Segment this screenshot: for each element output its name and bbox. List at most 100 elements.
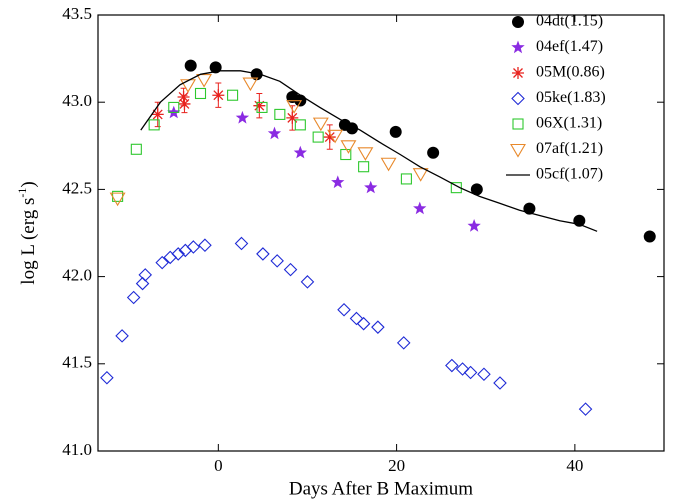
point: [186, 240, 201, 254]
point: [163, 250, 177, 265]
point: [180, 79, 196, 93]
point: [400, 173, 412, 185]
point: [445, 358, 459, 373]
point: [151, 108, 164, 121]
point: [364, 180, 378, 194]
point: [274, 108, 286, 120]
point: [389, 125, 402, 138]
point: [115, 329, 129, 343]
x-axis-label: Days After B Maximum: [289, 478, 473, 499]
point: [253, 99, 266, 112]
legend-marker: [510, 143, 526, 158]
point: [463, 365, 478, 380]
legend-marker: [511, 40, 525, 54]
x-tick-label: 20: [388, 456, 405, 475]
point: [234, 236, 249, 251]
point: [286, 100, 303, 114]
point: [283, 262, 298, 277]
point: [242, 77, 259, 92]
legend-marker: [511, 91, 525, 106]
point: [412, 168, 429, 182]
x-tick-label: 0: [214, 456, 223, 475]
point: [256, 247, 270, 261]
point: [198, 238, 212, 252]
point: [413, 201, 427, 215]
point: [171, 247, 185, 261]
legend-label: 04ef(1.47): [536, 38, 603, 55]
point: [349, 311, 364, 326]
y-tick-label: 41.5: [62, 353, 92, 372]
legend-marker: [512, 67, 524, 79]
point: [312, 131, 324, 143]
x-tick-label: 40: [566, 456, 583, 475]
point: [337, 302, 351, 317]
y-axis-label: log L (erg s-1): [15, 181, 40, 284]
legend-label: 05ke(1.83): [536, 89, 606, 106]
point: [184, 59, 197, 72]
point: [177, 90, 190, 103]
point: [209, 61, 222, 74]
point: [493, 376, 507, 390]
legend-label: 05M(0.86): [536, 64, 605, 81]
legend-label: 05cf(1.07): [536, 166, 603, 183]
point: [470, 183, 483, 196]
point: [477, 367, 491, 382]
y-tick-label: 43.5: [62, 4, 92, 23]
point: [126, 290, 141, 305]
point: [109, 192, 126, 207]
y-tick-label: 41.0: [62, 440, 92, 459]
point: [267, 126, 282, 140]
point: [294, 119, 306, 131]
point: [168, 101, 180, 113]
point: [380, 157, 397, 172]
point: [130, 143, 142, 155]
point: [138, 268, 153, 282]
point: [427, 146, 440, 159]
point: [643, 230, 656, 243]
point: [340, 148, 352, 161]
point: [286, 111, 299, 124]
point: [455, 362, 470, 376]
point: [148, 119, 160, 131]
point: [212, 89, 225, 102]
point: [312, 117, 329, 132]
point: [155, 255, 169, 270]
point: [358, 161, 370, 173]
point: [578, 402, 593, 416]
point: [340, 140, 357, 154]
point: [270, 254, 284, 268]
legend-marker: [512, 118, 524, 130]
legend-label: 06X(1.31): [536, 115, 602, 132]
point: [135, 276, 150, 291]
point: [194, 87, 207, 100]
y-label-sup: -1: [15, 188, 29, 198]
point: [396, 336, 411, 350]
point: [293, 145, 307, 159]
fit-line: [140, 70, 598, 232]
point: [357, 147, 374, 161]
legend-marker: [512, 16, 524, 28]
y-tick-label: 42.0: [62, 266, 92, 285]
point: [346, 122, 359, 135]
point: [256, 101, 268, 113]
point: [300, 275, 315, 289]
point: [331, 175, 345, 189]
point: [327, 129, 344, 144]
y-label-end: ): [18, 181, 39, 187]
legend-label: 04dt(1.15): [536, 13, 603, 30]
point: [196, 73, 213, 88]
point: [178, 97, 191, 110]
y-label-main: log L (erg s: [18, 198, 39, 285]
point: [100, 370, 114, 385]
point: [235, 110, 250, 124]
point: [356, 316, 371, 331]
point: [467, 219, 481, 232]
y-tick-label: 42.5: [62, 178, 92, 197]
plot-frame: [97, 14, 665, 452]
point: [371, 320, 385, 334]
y-tick-label: 43.0: [62, 91, 92, 110]
point: [227, 89, 239, 101]
point: [323, 131, 336, 144]
